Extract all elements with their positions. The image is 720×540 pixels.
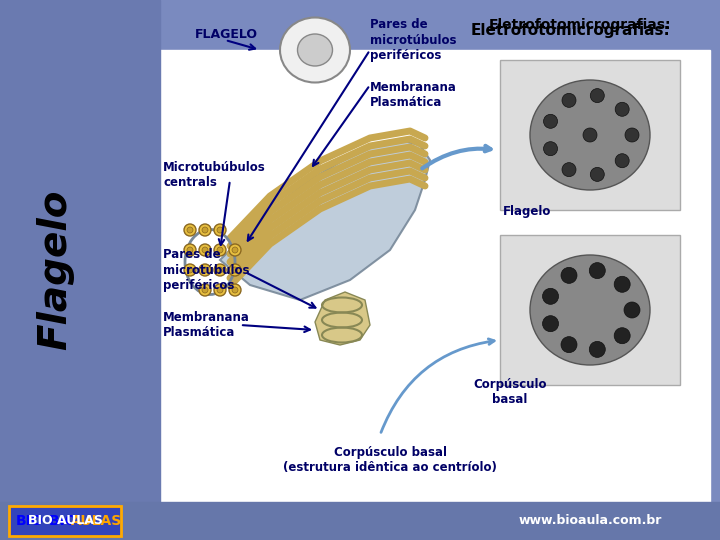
Ellipse shape (543, 288, 559, 305)
Text: Corpúsculo
basal: Corpúsculo basal (473, 378, 546, 406)
Ellipse shape (544, 114, 557, 129)
Ellipse shape (232, 247, 238, 253)
Ellipse shape (214, 224, 226, 236)
Ellipse shape (590, 167, 604, 181)
Ellipse shape (229, 244, 241, 256)
Ellipse shape (614, 328, 630, 344)
Ellipse shape (199, 224, 211, 236)
Ellipse shape (561, 336, 577, 353)
Text: Eletrofotomicrografias:: Eletrofotomicrografias: (470, 23, 670, 37)
Ellipse shape (199, 284, 211, 296)
Ellipse shape (217, 247, 223, 253)
Text: www.bioaula.com.br: www.bioaula.com.br (518, 515, 662, 528)
Ellipse shape (232, 287, 238, 293)
Text: BIO: BIO (49, 514, 81, 528)
Ellipse shape (562, 93, 576, 107)
Ellipse shape (184, 224, 196, 236)
Polygon shape (220, 140, 430, 300)
Ellipse shape (544, 141, 557, 156)
Ellipse shape (543, 316, 559, 332)
Ellipse shape (187, 267, 193, 273)
Text: AULAS: AULAS (71, 514, 122, 528)
Bar (155, 50, 710, 510)
Ellipse shape (232, 267, 238, 273)
Ellipse shape (229, 284, 241, 296)
Ellipse shape (202, 267, 208, 273)
Ellipse shape (562, 163, 576, 177)
Ellipse shape (561, 267, 577, 284)
Ellipse shape (184, 244, 196, 256)
Ellipse shape (184, 264, 196, 276)
Ellipse shape (187, 227, 193, 233)
Bar (0, 502, 720, 540)
Ellipse shape (217, 227, 223, 233)
Text: Flagelo: Flagelo (36, 190, 74, 350)
Ellipse shape (615, 102, 629, 116)
Text: Microtubúbulos
centrals: Microtubúbulos centrals (163, 161, 266, 189)
Ellipse shape (589, 341, 606, 357)
Text: Membranana
Plasmática: Membranana Plasmática (163, 311, 250, 339)
Ellipse shape (297, 34, 333, 66)
Text: BIO: BIO (16, 514, 44, 528)
Ellipse shape (202, 247, 208, 253)
Ellipse shape (625, 128, 639, 142)
Bar (0, 0, 160, 540)
Ellipse shape (202, 227, 208, 233)
FancyBboxPatch shape (9, 506, 121, 536)
Ellipse shape (217, 267, 223, 273)
Ellipse shape (615, 154, 629, 168)
Text: FLAGELO: FLAGELO (195, 29, 258, 42)
Ellipse shape (589, 262, 606, 279)
Text: Flagelo: Flagelo (503, 206, 552, 219)
Text: Pares de
microtúbulos
periféricos: Pares de microtúbulos periféricos (163, 248, 250, 292)
Ellipse shape (214, 244, 226, 256)
Text: Pares de
microtúbulos
periféricos: Pares de microtúbulos periféricos (370, 18, 456, 62)
Ellipse shape (229, 264, 241, 276)
Ellipse shape (214, 264, 226, 276)
Ellipse shape (199, 264, 211, 276)
Text: Eletrofotomicrografias:: Eletrofotomicrografias: (489, 18, 671, 32)
Text: Corpúsculo basal
(estrutura idêntica ao centríolo): Corpúsculo basal (estrutura idêntica ao … (283, 446, 497, 474)
Ellipse shape (199, 244, 211, 256)
Ellipse shape (624, 302, 640, 318)
Text: BIO AULAS: BIO AULAS (27, 515, 102, 528)
Bar (500, 235, 680, 385)
Text: Membranana
Plasmática: Membranana Plasmática (370, 81, 457, 109)
Ellipse shape (202, 287, 208, 293)
Ellipse shape (530, 80, 650, 190)
Ellipse shape (217, 287, 223, 293)
Ellipse shape (590, 89, 604, 103)
Ellipse shape (583, 128, 597, 142)
Ellipse shape (280, 17, 350, 83)
Bar (500, 60, 680, 210)
Ellipse shape (187, 247, 193, 253)
Ellipse shape (214, 284, 226, 296)
Polygon shape (315, 292, 370, 345)
Ellipse shape (530, 255, 650, 365)
Ellipse shape (614, 276, 630, 292)
